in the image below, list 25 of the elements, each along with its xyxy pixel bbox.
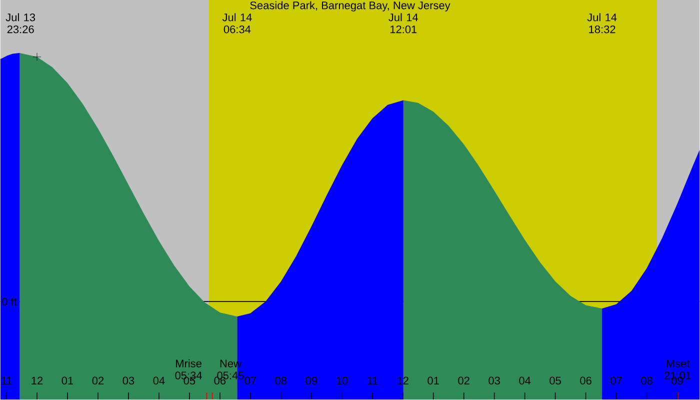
x-tick-label: 11 (2, 376, 12, 384)
x-tick-label: 03 (488, 376, 500, 385)
x-tick-label: 08 (641, 376, 652, 385)
chart-title: Seaside Park, Barnegat Bay, New Jersey (250, 1, 450, 12)
x-tick-label: 02 (92, 376, 104, 385)
x-tick-label: 07 (244, 376, 256, 385)
x-tick-label: 08 (275, 376, 287, 385)
x-tick-label: 09 (306, 376, 317, 385)
x-tick-label: 12 (32, 376, 43, 384)
x-tick-label: 05 (550, 376, 561, 385)
x-tick-label: 03 (122, 376, 134, 385)
x-tick-label: 01 (62, 376, 74, 385)
x-tick-label: 10 (336, 376, 348, 385)
text: Jul 14 18:32 (587, 13, 617, 34)
x-tick-label: 07 (610, 376, 622, 385)
text: Jul 13 23:26 (6, 13, 36, 34)
x-tick-label: 02 (458, 376, 470, 385)
x-tick-label: 01 (428, 376, 439, 385)
text: Jul 14 06:34 (222, 13, 252, 34)
x-tick-label: 04 (153, 376, 165, 385)
x-tick-label: 04 (519, 376, 531, 385)
x-tick-label: 11 (368, 376, 378, 384)
ref-line-label: 0 ft (2, 298, 17, 306)
text: Jul 14 12:01 (388, 13, 418, 34)
x-tick-label: 06 (580, 376, 592, 385)
